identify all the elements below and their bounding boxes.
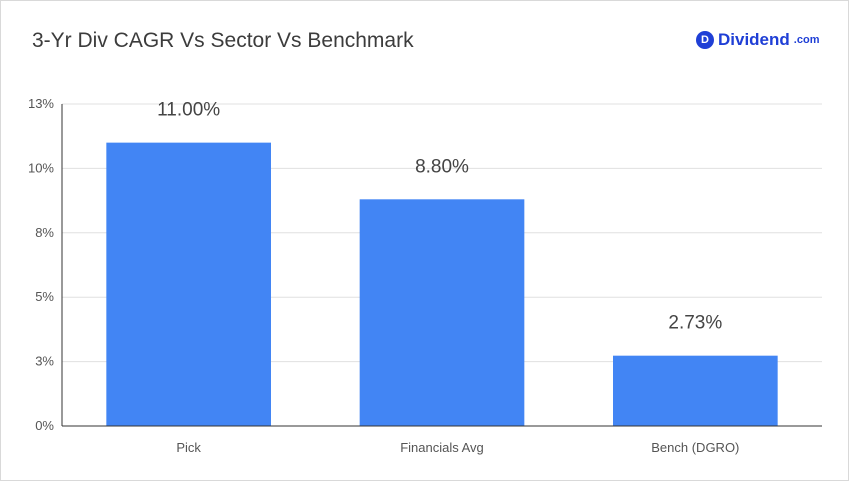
y-tick-label: 13%	[28, 96, 54, 111]
brand-badge-icon: D	[696, 31, 714, 49]
chart-title: 3-Yr Div CAGR Vs Sector Vs Benchmark	[32, 29, 414, 52]
data-label: 8.80%	[415, 156, 469, 177]
y-tick-label: 5%	[35, 289, 54, 304]
bar-1	[359, 199, 525, 426]
brand-name: Dividend	[718, 30, 790, 49]
data-label: 11.00%	[157, 100, 220, 121]
x-tick-label: Pick	[176, 440, 201, 455]
data-label: 2.73%	[668, 313, 722, 334]
y-tick-label: 0%	[35, 418, 54, 433]
brand-logo: D Dividend .com	[696, 28, 819, 52]
x-tick-label: Bench (DGRO)	[651, 440, 739, 455]
x-tick-label: Financials Avg	[400, 440, 484, 455]
bar-2	[613, 355, 778, 426]
bar-0	[106, 142, 271, 426]
y-tick-label: 10%	[28, 160, 54, 175]
y-tick-label: 8%	[35, 225, 54, 240]
brand-suffix: .com	[793, 34, 820, 46]
y-tick-label: 3%	[35, 354, 54, 369]
